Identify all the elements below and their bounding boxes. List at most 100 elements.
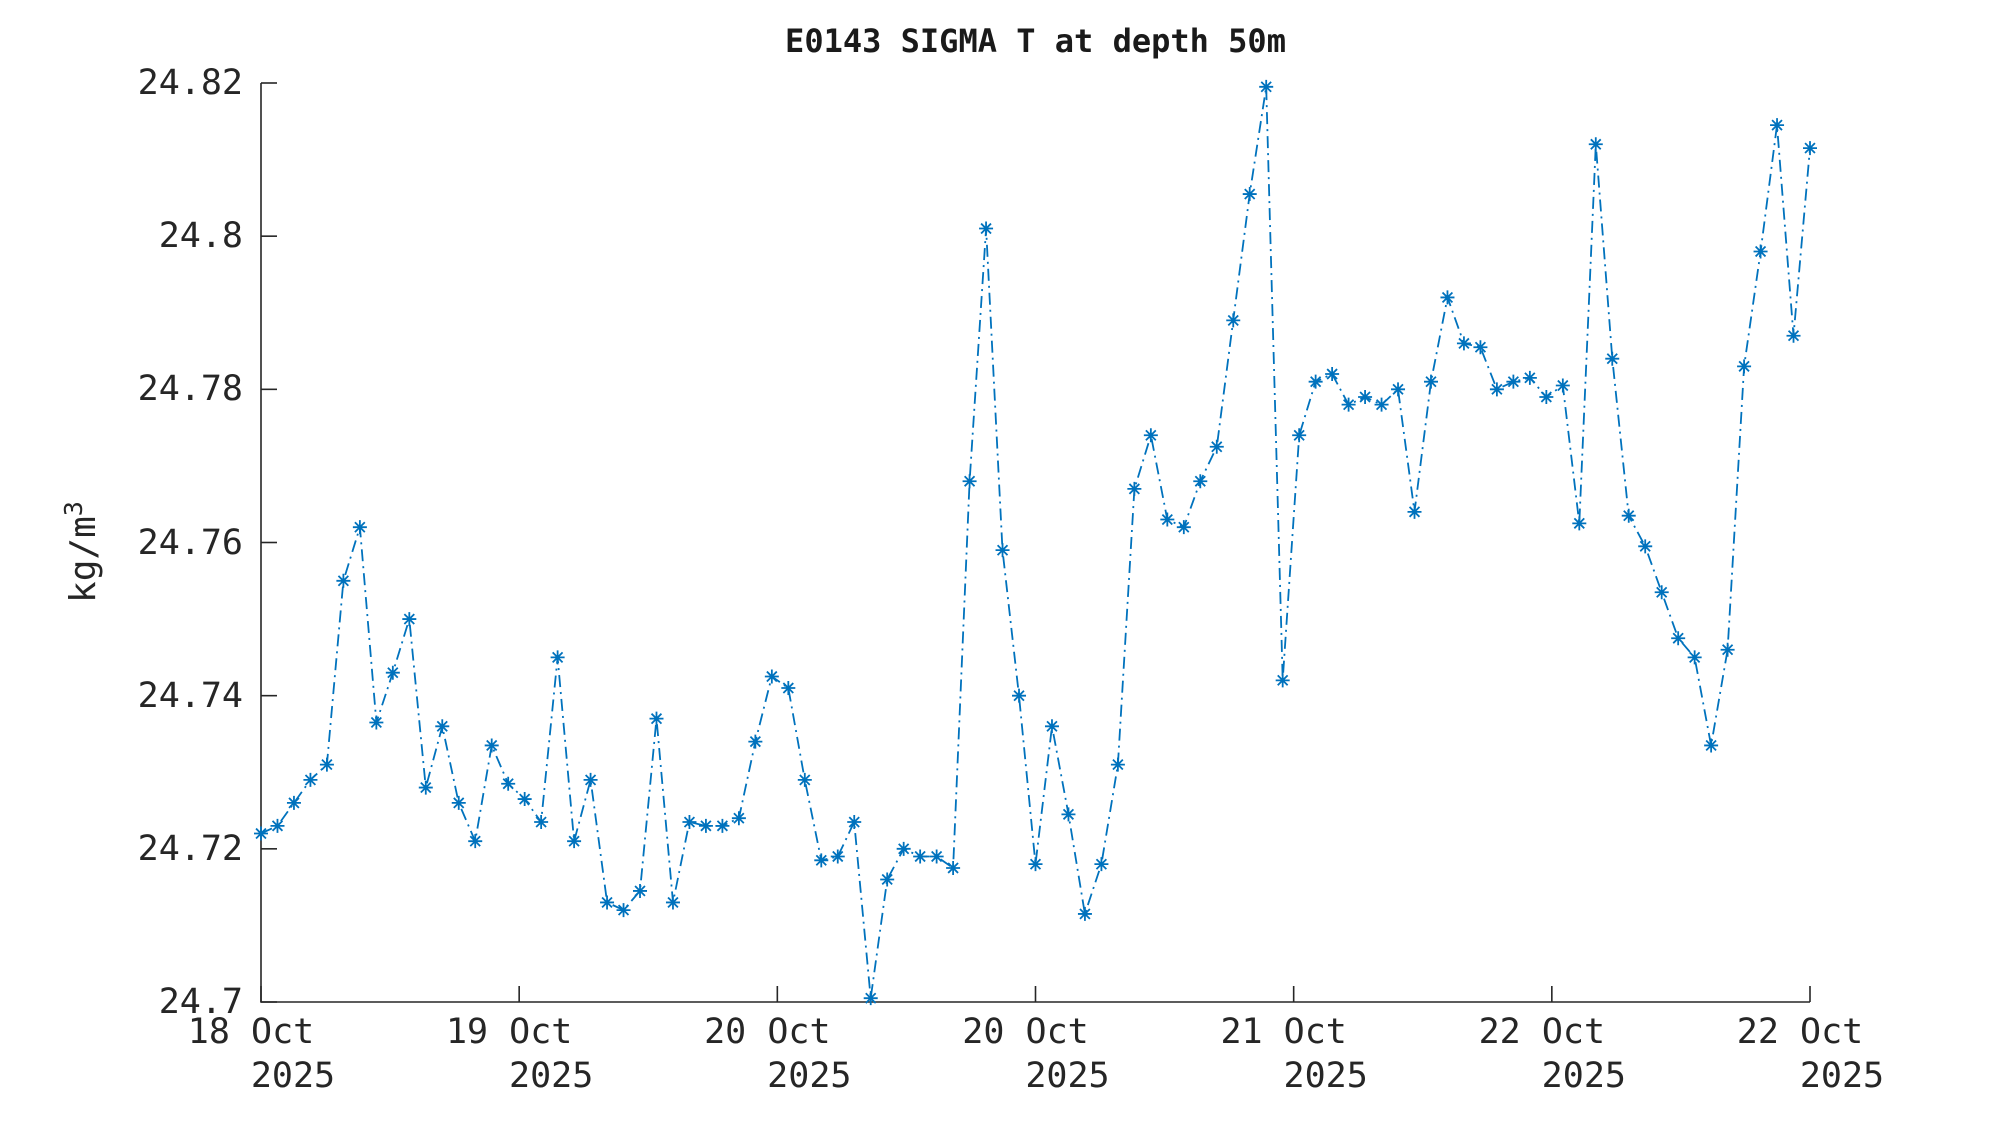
asterisk-marker	[517, 792, 532, 807]
asterisk-marker	[1176, 520, 1191, 535]
asterisk-marker	[1489, 382, 1504, 397]
asterisk-marker	[1341, 397, 1356, 412]
asterisk-marker	[764, 669, 779, 684]
asterisk-marker	[1522, 370, 1537, 385]
asterisk-marker	[616, 903, 631, 918]
x-tick-label: 20 Oct 2025	[906, 1010, 1146, 1098]
asterisk-marker	[748, 734, 763, 749]
asterisk-marker	[1226, 313, 1241, 328]
asterisk-marker	[1358, 389, 1373, 404]
asterisk-marker	[1638, 539, 1653, 554]
asterisk-marker	[1440, 290, 1455, 305]
x-tick-label-date: 22 Oct	[1736, 1012, 1864, 1052]
asterisk-marker	[649, 711, 664, 726]
asterisk-marker	[270, 818, 285, 833]
asterisk-marker	[698, 818, 713, 833]
y-tick-label: 24.74	[137, 675, 243, 716]
y-tick-label: 24.72	[137, 828, 243, 869]
y-tick-label: 24.78	[137, 369, 243, 410]
asterisk-marker	[979, 221, 994, 236]
asterisk-marker	[1407, 504, 1422, 519]
x-tick-label: 18 Oct 2025	[131, 1010, 371, 1098]
asterisk-marker	[995, 543, 1010, 558]
asterisk-marker	[1473, 340, 1488, 355]
asterisk-marker	[1193, 474, 1208, 489]
asterisk-marker	[1259, 79, 1274, 94]
x-tick-label: 22 Oct 2025	[1422, 1010, 1662, 1098]
asterisk-marker	[418, 780, 433, 795]
asterisk-marker	[781, 681, 796, 696]
asterisk-marker	[1143, 428, 1158, 443]
asterisk-marker	[830, 849, 845, 864]
asterisk-marker	[1671, 631, 1686, 646]
asterisk-marker	[402, 612, 417, 627]
x-tick-label-year: 2025	[767, 1056, 852, 1096]
asterisk-marker	[929, 849, 944, 864]
asterisk-marker	[286, 795, 301, 810]
asterisk-marker	[468, 834, 483, 849]
asterisk-marker	[1720, 642, 1735, 657]
asterisk-marker	[847, 815, 862, 830]
asterisk-marker	[1077, 906, 1092, 921]
data-markers	[254, 79, 1817, 1006]
asterisk-marker	[336, 573, 351, 588]
asterisk-marker	[1572, 516, 1587, 531]
asterisk-marker	[1044, 719, 1059, 734]
x-tick-label-year: 2025	[1541, 1056, 1626, 1096]
y-tick-label: 24.76	[137, 522, 243, 563]
asterisk-marker	[1275, 673, 1290, 688]
asterisk-marker	[1391, 382, 1406, 397]
asterisk-marker	[319, 757, 334, 772]
asterisk-marker	[435, 719, 450, 734]
asterisk-marker	[1539, 389, 1554, 404]
x-tick-label-date: 20 Oct	[962, 1012, 1089, 1052]
asterisk-marker	[1786, 328, 1801, 343]
asterisk-marker	[600, 895, 615, 910]
asterisk-marker	[814, 853, 829, 868]
asterisk-marker	[1506, 374, 1521, 389]
asterisk-marker	[501, 776, 516, 791]
asterisk-marker	[946, 860, 961, 875]
asterisk-marker	[1737, 359, 1752, 374]
asterisk-marker	[682, 815, 697, 830]
x-tick-label: 20 Oct 2025	[647, 1010, 887, 1098]
asterisk-marker	[1028, 857, 1043, 872]
asterisk-marker	[1061, 807, 1076, 822]
x-tick-label-date: 18 Oct	[187, 1012, 315, 1052]
asterisk-marker	[1209, 439, 1224, 454]
asterisk-marker	[534, 815, 549, 830]
asterisk-marker	[303, 772, 318, 787]
asterisk-marker	[1753, 244, 1768, 259]
asterisk-marker	[451, 795, 466, 810]
asterisk-marker	[1423, 374, 1438, 389]
asterisk-marker	[962, 474, 977, 489]
asterisk-marker	[880, 872, 895, 887]
asterisk-marker	[1803, 141, 1817, 156]
asterisk-marker	[665, 895, 680, 910]
asterisk-marker	[254, 826, 268, 841]
y-tick-label: 24.8	[158, 216, 243, 257]
asterisk-marker	[1127, 481, 1142, 496]
asterisk-marker	[1555, 378, 1570, 393]
asterisk-marker	[913, 849, 928, 864]
asterisk-marker	[633, 883, 648, 898]
asterisk-marker	[1588, 137, 1603, 152]
x-tick-label-date: 22 Oct	[1478, 1012, 1606, 1052]
asterisk-marker	[369, 715, 384, 730]
asterisk-marker	[385, 665, 400, 680]
x-tick-label: 21 Oct 2025	[1164, 1010, 1404, 1098]
asterisk-marker	[1110, 757, 1125, 772]
x-tick-label-date: 19 Oct	[445, 1012, 573, 1052]
asterisk-marker	[1687, 650, 1702, 665]
x-tick-label-date: 20 Oct	[704, 1012, 831, 1052]
asterisk-marker	[1160, 512, 1175, 527]
asterisk-marker	[1770, 118, 1785, 133]
asterisk-marker	[896, 841, 911, 856]
x-tick-label-year: 2025	[1025, 1056, 1110, 1096]
asterisk-marker	[1654, 585, 1669, 600]
x-tick-label-date: 21 Oct	[1220, 1012, 1347, 1052]
asterisk-marker	[1242, 187, 1257, 202]
asterisk-marker	[1605, 351, 1620, 366]
